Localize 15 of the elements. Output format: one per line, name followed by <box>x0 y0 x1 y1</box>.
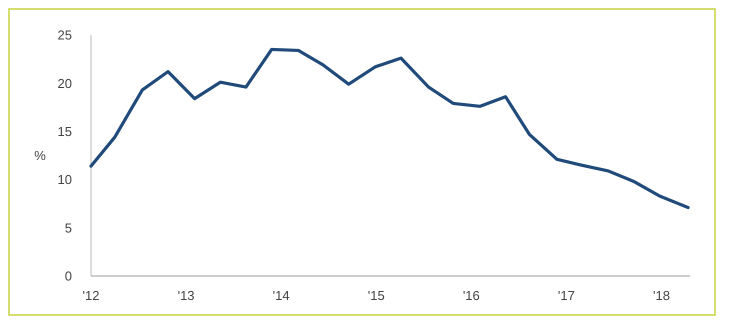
y-tick-label: 5 <box>64 220 72 236</box>
x-tick-label: '18 <box>653 288 670 303</box>
x-tick-label: '14 <box>272 288 290 303</box>
y-tick-label: 10 <box>58 172 72 188</box>
y-tick-label: 25 <box>58 28 72 43</box>
x-tick-label: '17 <box>558 288 575 303</box>
y-tick-label: 0 <box>64 268 72 284</box>
y-axis-title: % <box>34 148 46 164</box>
x-tick-label: '13 <box>178 288 195 303</box>
x-tick-label: '16 <box>462 288 480 303</box>
y-tick-label: 15 <box>58 124 72 139</box>
x-tick-label: '15 <box>368 288 385 303</box>
x-tick-label: '12 <box>82 288 100 303</box>
line-series <box>89 48 690 210</box>
y-tick-label: 20 <box>58 76 72 91</box>
